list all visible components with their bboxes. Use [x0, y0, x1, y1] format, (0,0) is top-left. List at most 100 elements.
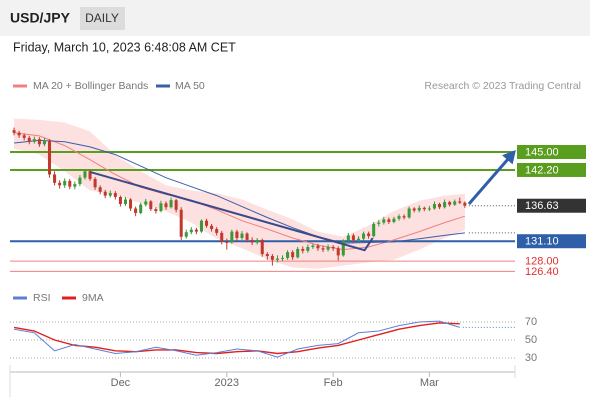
candle-body: [194, 229, 198, 232]
candle-body: [275, 258, 279, 260]
candle-body: [453, 201, 457, 205]
candle-body: [12, 130, 16, 133]
candle-body: [407, 208, 411, 218]
forecast-arrow: [467, 153, 514, 205]
candle-body: [93, 178, 97, 188]
candle-body: [174, 200, 178, 210]
candle-body: [199, 220, 203, 232]
candle-body: [372, 223, 376, 237]
level-label: 145.00: [525, 146, 559, 158]
candle-body: [164, 203, 168, 208]
candle-body: [113, 193, 117, 197]
candle-body: [432, 203, 436, 209]
candle-body: [402, 216, 406, 218]
legend-label: RSI: [33, 292, 51, 304]
candle-body: [154, 209, 158, 212]
candle-body: [144, 201, 148, 205]
candle-body: [215, 229, 219, 233]
candle-body: [280, 257, 285, 259]
level-label: 128.00: [525, 256, 559, 268]
candle-body: [73, 184, 77, 187]
moving-average: [14, 132, 466, 251]
candle-body: [37, 139, 41, 145]
candle-body: [265, 254, 269, 256]
rsi-line: [14, 320, 460, 358]
candle-body: [118, 196, 122, 204]
candle-body: [129, 199, 133, 209]
candle-body: [63, 180, 67, 186]
last-price-label: 136.63: [525, 200, 559, 212]
level-label: 126.40: [525, 266, 559, 278]
candle-body: [448, 202, 452, 205]
level-box: [517, 234, 586, 249]
level-box: [517, 162, 586, 177]
candle-body: [336, 248, 340, 256]
candle-body: [260, 239, 264, 255]
candle-body: [235, 231, 239, 239]
candle-body: [346, 235, 350, 241]
rsi-line: [13, 322, 460, 355]
candle-body: [108, 193, 112, 196]
candle-body: [230, 231, 234, 243]
timeframe[interactable]: DAILY: [85, 11, 119, 25]
x-tick-label: 2023: [215, 377, 239, 389]
candle-body: [205, 220, 209, 226]
candle-body: [245, 233, 249, 240]
x-tick-label: Dec: [111, 377, 131, 389]
candle-body: [321, 248, 325, 250]
candle-body: [458, 201, 462, 203]
candle-body: [316, 245, 320, 249]
candle-body: [103, 191, 107, 196]
candle-body: [240, 233, 244, 239]
candle-body: [341, 240, 345, 256]
candle-body: [53, 174, 57, 183]
candle-body: [443, 202, 447, 208]
candle-body: [417, 207, 421, 211]
candle-body: [22, 135, 26, 138]
candle-body: [184, 232, 188, 237]
candle-body: [286, 252, 290, 258]
candle-body: [351, 235, 355, 240]
candle-body: [326, 246, 330, 250]
candle-body: [134, 208, 138, 213]
legend-label: MA 20 + Bollinger Bands: [33, 80, 148, 92]
candle-body: [422, 207, 426, 210]
x-tick-label: Feb: [324, 377, 343, 389]
candle-body: [189, 229, 193, 233]
candle-body: [356, 238, 361, 240]
candle-body: [88, 171, 92, 179]
candle-body: [427, 208, 431, 210]
candle-body: [306, 246, 310, 251]
timeframe-tab[interactable]: [80, 7, 125, 30]
candle-body: [291, 252, 295, 258]
legend-label: 9MA: [82, 292, 104, 304]
candle-body: [367, 233, 371, 237]
timestamp: Friday, March 10, 2023 6:48:08 AM CET: [13, 40, 236, 54]
candle-body: [296, 248, 300, 258]
candle-body: [463, 202, 467, 206]
x-tick-label: Mar: [420, 377, 439, 389]
candle-body: [220, 232, 224, 242]
candle-body: [301, 248, 305, 251]
y-tick-label: 50: [525, 334, 537, 346]
bollinger-band: [14, 118, 465, 269]
candle-body: [392, 218, 396, 222]
candle-body: [387, 219, 391, 222]
candle-body: [47, 140, 52, 175]
candle-body: [68, 180, 72, 187]
legend-label: MA 50: [175, 80, 205, 92]
candle-body: [149, 201, 153, 210]
trendline: [89, 170, 374, 252]
candle-body: [139, 204, 143, 213]
candle-body: [58, 182, 62, 186]
chart-title: USD/JPY: [10, 10, 71, 26]
candle-body: [270, 255, 274, 260]
candle-body: [438, 203, 442, 208]
candle-body: [27, 137, 31, 142]
candle-body: [382, 219, 386, 223]
source: Research © 2023 Trading Central: [424, 80, 581, 92]
candle-body: [331, 246, 335, 249]
y-tick-label: 30: [525, 352, 537, 364]
candle-body: [255, 239, 259, 243]
